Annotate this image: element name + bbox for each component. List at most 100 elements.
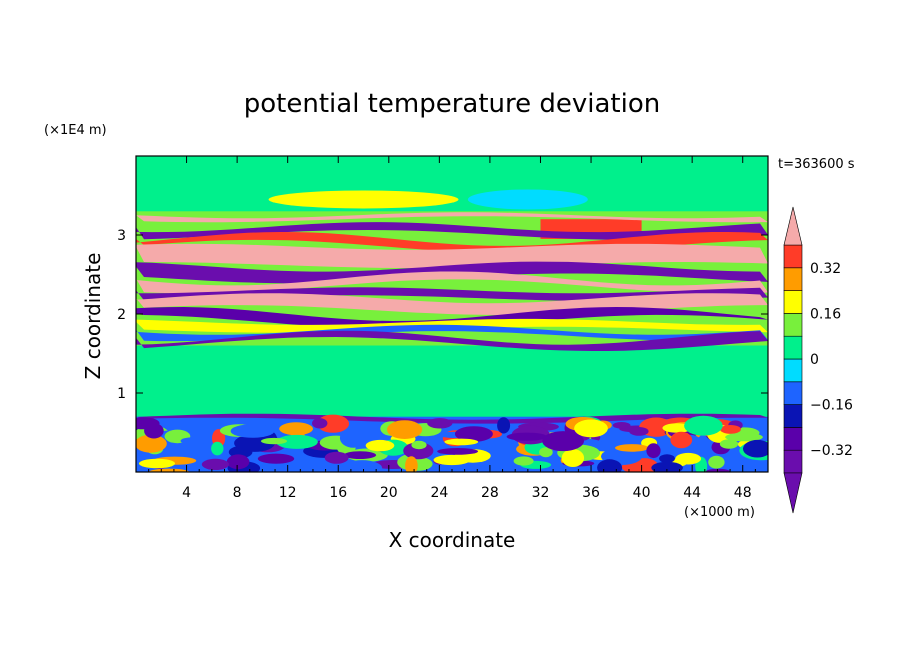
turbulence-cell (136, 467, 147, 472)
turbulence-cell (454, 426, 493, 442)
colorbar-segment (783, 244, 803, 269)
turbulence-cell (725, 432, 763, 442)
turbulence-cell (201, 458, 229, 470)
turbulence-cell (684, 415, 723, 436)
x-tick-label: 40 (633, 485, 651, 501)
turbulence-cell (437, 448, 479, 455)
x-tick-label: 16 (329, 485, 347, 501)
turbulence-cell (211, 441, 224, 456)
turbulence-cell (615, 444, 649, 452)
colorbar: 0.32 0.16 0 −0.16 −0.32 (783, 206, 853, 514)
turbulence-cell (497, 417, 511, 434)
turbulence-cell (542, 431, 584, 452)
turbulence-cell (279, 422, 313, 436)
turbulence-cell (324, 451, 349, 464)
turbulence-cell (136, 434, 167, 453)
colorbar-tick-label: −0.16 (810, 398, 853, 414)
turbulence-cell (342, 460, 383, 472)
turbulence-cell (705, 468, 731, 472)
turbulence-cell (427, 418, 453, 429)
x-tick-label: 8 (233, 485, 242, 501)
turbulence-cell (138, 458, 176, 469)
turbulence-cell (646, 443, 661, 459)
turbulence-cell (708, 455, 725, 469)
field-blob (467, 189, 588, 210)
turbulence-cell (612, 422, 631, 429)
turbulence-cell (405, 456, 418, 472)
turbulence-cell (387, 420, 423, 439)
contour-band (136, 222, 768, 240)
y-unit-label: (×1E4 m) (44, 123, 107, 138)
field-blob (268, 190, 459, 209)
turbulence-cell (411, 440, 427, 450)
field-upper-right (414, 156, 768, 212)
x-tick-label: 12 (279, 485, 297, 501)
x-axis: 4 8 12 16 20 24 28 32 36 40 44 48 (148, 156, 769, 501)
x-tick-label: 28 (481, 485, 499, 501)
turbulence-cell (539, 447, 553, 458)
turbulence-cell (365, 439, 395, 452)
turbulence-cell (261, 437, 287, 445)
colorbar-segment (783, 313, 803, 337)
contour-band (136, 307, 768, 329)
colorbar-tick-label: −0.32 (810, 443, 853, 459)
x-tick-label: 24 (430, 485, 448, 501)
colorbar-segment (783, 358, 803, 383)
x-tick-label: 32 (532, 485, 550, 501)
colorbar-segment (783, 335, 803, 360)
turbulence-cell (743, 439, 768, 458)
turbulence-cell (226, 454, 250, 470)
turbulence-cell (719, 439, 739, 449)
x-tick-label: 44 (683, 485, 701, 501)
turbulence-cell (257, 453, 295, 464)
turbulence-cell (506, 432, 547, 441)
turbulence-cell (149, 468, 189, 472)
contour-band (136, 271, 768, 294)
turbulence-cell (629, 427, 649, 436)
colorbar-segment (783, 427, 803, 451)
turbulence-cell (513, 456, 534, 466)
turbulence-cell (316, 414, 350, 433)
turbulence-cell (659, 454, 675, 463)
contour-band (136, 212, 768, 223)
x-tick-label: 4 (182, 485, 191, 501)
contour-band (136, 413, 768, 424)
chart-title: potential temperature deviation (244, 89, 660, 119)
turbulence-cell (670, 431, 693, 449)
contour-band (136, 243, 768, 268)
plot-area (136, 156, 768, 472)
time-label: t=363600 s (778, 157, 855, 172)
turbulence-cell (597, 459, 623, 472)
turbulence-cell (561, 449, 585, 467)
y-tick-label: 3 (117, 228, 126, 244)
colorbar-segment (783, 449, 803, 474)
x-tick-label: 36 (582, 485, 600, 501)
colorbar-min-arrow (783, 472, 803, 514)
colorbar-segment (783, 381, 803, 405)
turbulence-cell (312, 418, 328, 429)
colorbar-segment (783, 267, 803, 291)
turbulence-cell (230, 424, 275, 438)
colorbar-segment (783, 290, 803, 314)
colorbar-max-arrow (783, 206, 803, 246)
x-tick-label: 48 (734, 485, 752, 501)
turbulence-cell (144, 423, 164, 439)
colorbar-tick-label: 0 (810, 352, 819, 368)
turbulence-cell (444, 438, 479, 446)
y-tick-label: 2 (117, 307, 126, 323)
colorbar-tick-label: 0.16 (810, 306, 841, 322)
turbulence-cell (433, 454, 471, 466)
y-tick-label: 1 (117, 386, 126, 402)
turbulence-cell (180, 437, 208, 445)
contour-band (136, 330, 768, 351)
turbulence-cell (339, 428, 367, 448)
x-tick-label: 20 (380, 485, 398, 501)
turbulence-cell (275, 434, 318, 449)
colorbar-tick-label: 0.32 (810, 261, 841, 277)
y-axis: 1 2 3 (117, 228, 768, 402)
x-unit-label: (×1000 m) (684, 505, 755, 520)
contour-band (136, 324, 768, 342)
colorbar-segment (783, 404, 803, 428)
